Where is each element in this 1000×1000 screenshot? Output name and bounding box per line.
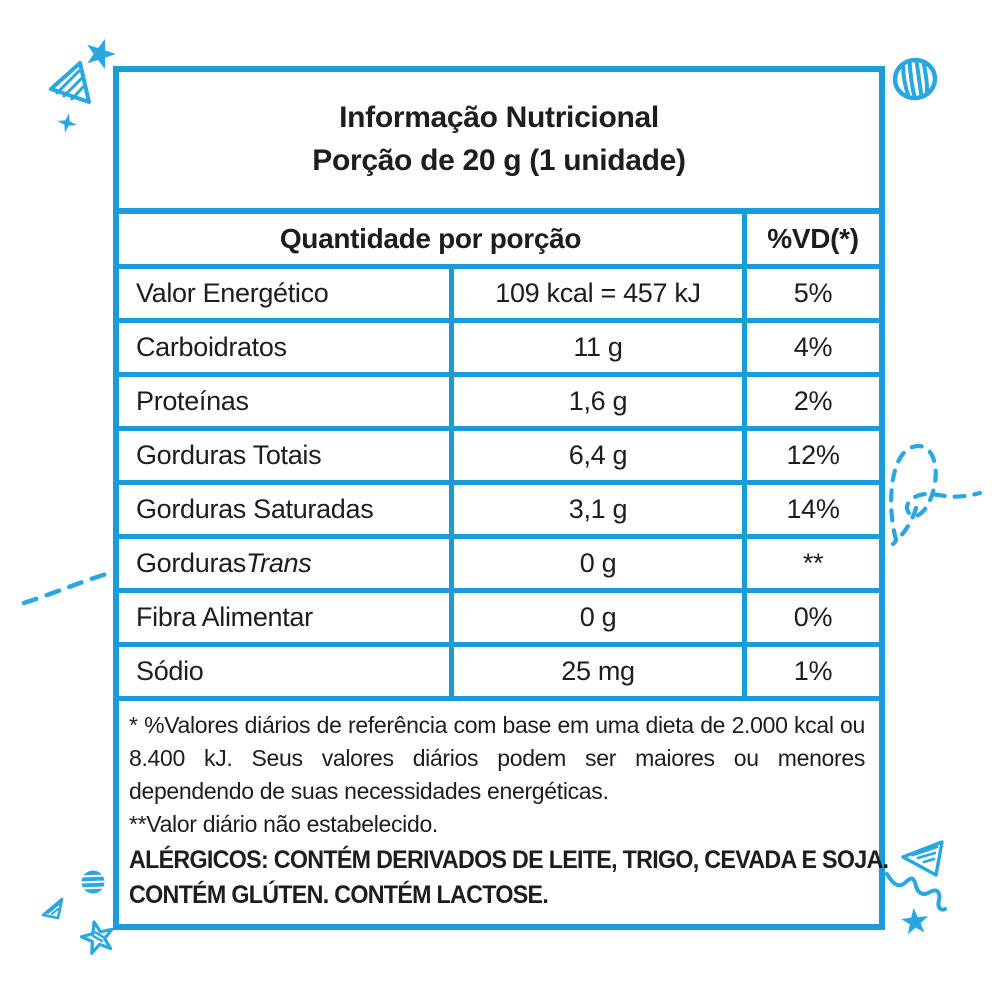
table-row: Gorduras Saturadas 3,1 g 14%: [119, 480, 879, 534]
nutrient-label: Carboidratos: [136, 332, 287, 362]
nutrient-dv: 1%: [742, 647, 879, 696]
dashed-line-icon: [20, 565, 120, 610]
striped-ball-icon: [891, 56, 939, 104]
table-header-row: Quantidade por porção %VD(*): [119, 208, 879, 264]
panel-title-line1: Informação Nutricional: [339, 101, 659, 135]
striped-circle-icon: [80, 869, 106, 895]
nutrient-value: 1,6 g: [449, 377, 742, 426]
nutrient-value: 0 g: [449, 539, 742, 588]
paper-plane-icon: [899, 838, 947, 880]
allergens-line1: ALÉRGICOS: CONTÉM DERIVADOS DE LEITE, TR…: [129, 846, 889, 875]
table-row: Carboidratos 11 g 4%: [119, 318, 879, 372]
table-row: Gorduras Totais 6,4 g 12%: [119, 426, 879, 480]
nutrient-dv: 0%: [742, 593, 879, 642]
allergens-notice: ALÉRGICOS: CONTÉM DERIVADOS DE LEITE, TR…: [129, 843, 889, 912]
table-row: Sódio 25 mg 1%: [119, 642, 879, 696]
dashed-loop-icon: [882, 436, 987, 548]
footnotes-section: * %Valores diários de referência com bas…: [119, 696, 889, 920]
nutrient-dv: 2%: [742, 377, 879, 426]
table-row: Fibra Alimentar 0 g 0%: [119, 588, 879, 642]
nutrient-label: Gorduras Trans: [136, 548, 312, 578]
nutrient-value: 25 mg: [449, 647, 742, 696]
nutrient-label: Gorduras Totais: [136, 440, 322, 470]
striped-triangle-icon: [40, 894, 67, 921]
nutrient-value: 0 g: [449, 593, 742, 642]
squiggle-icon: [884, 870, 948, 916]
sparkle-icon: [56, 112, 78, 134]
table-row: Valor Energético 109 kcal = 457 kJ 5%: [119, 264, 879, 318]
table-row: Gorduras Trans 0 g **: [119, 534, 879, 588]
nutrient-dv: 12%: [742, 431, 879, 480]
not-established-footnote: **Valor diário não estabelecido.: [129, 811, 438, 838]
table-row: Proteínas 1,6 g 2%: [119, 372, 879, 426]
nutrient-value: 6,4 g: [449, 431, 742, 480]
party-popper-icon: [46, 56, 98, 108]
nutrient-label: Valor Energético: [136, 278, 329, 308]
nutrient-label: Gorduras Saturadas: [136, 494, 374, 524]
nutrient-value: 3,1 g: [449, 485, 742, 534]
small-star-icon: [899, 906, 931, 938]
nutrient-dv: 14%: [742, 485, 879, 534]
nutrient-label: Sódio: [136, 656, 204, 686]
nutrient-dv: 5%: [742, 269, 879, 318]
nutrient-dv: **: [742, 539, 879, 588]
column-header-dv: %VD(*): [742, 214, 879, 264]
panel-title-line2: Porção de 20 g (1 unidade): [312, 144, 686, 177]
panel-title: Informação Nutricional Porção de 20 g (1…: [119, 72, 879, 208]
nutrient-label: Fibra Alimentar: [136, 602, 313, 632]
allergens-line2: CONTÉM GLÚTEN. CONTÉM LACTOSE.: [129, 880, 549, 909]
nutrient-dv: 4%: [742, 323, 879, 372]
nutrient-label: Proteínas: [136, 386, 249, 416]
nutrient-value: 109 kcal = 457 kJ: [449, 269, 742, 318]
daily-values-footnote: * %Valores diários de referência com bas…: [129, 712, 865, 805]
nutrition-facts-panel: Informação Nutricional Porção de 20 g (1…: [113, 66, 889, 930]
column-header-quantity: Quantidade por porção: [279, 223, 582, 254]
nutrient-value: 11 g: [449, 323, 742, 372]
